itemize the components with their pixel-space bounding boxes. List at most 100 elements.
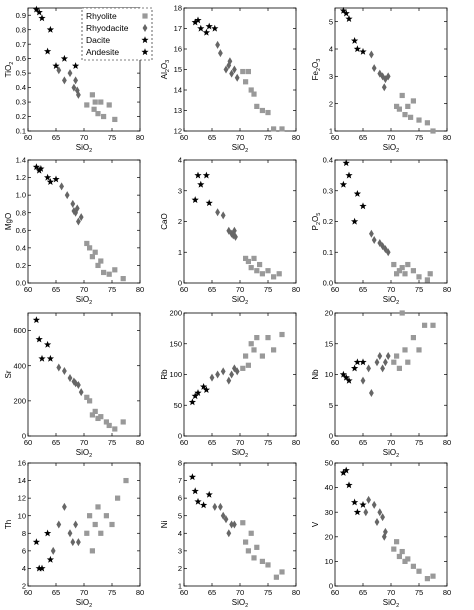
point-rhyolite: [92, 249, 98, 255]
point-dacite-andesite: [345, 481, 353, 489]
point-rhyolite: [399, 310, 405, 316]
point-rhyolite: [248, 530, 254, 536]
point-rhyodacite: [229, 69, 234, 78]
point-rhyolite: [98, 414, 104, 420]
point-rhyolite: [394, 103, 400, 109]
y-tick-label: 1.4: [16, 156, 26, 165]
y-tick-label: 100: [169, 370, 182, 379]
y-tick-label: 0.4: [16, 83, 26, 92]
point-dacite-andesite: [202, 386, 211, 393]
legend-box: [81, 7, 153, 61]
y-tick-label: 0.9: [16, 11, 26, 20]
x-tick-label: 75: [415, 285, 423, 294]
point-dacite-andesite: [339, 370, 348, 378]
point-rhyodacite: [226, 376, 232, 385]
x-axis-label: SiO2: [76, 295, 92, 306]
point-rhyolite: [279, 126, 285, 132]
y-tick-label: 0.2: [16, 261, 26, 270]
y-tick-label: 0.1: [323, 248, 333, 257]
point-dacite-andesite: [199, 501, 208, 509]
y-axis-label: V: [311, 521, 320, 527]
point-rhyolite: [410, 335, 416, 341]
point-dacite-andesite: [345, 376, 353, 384]
point-rhyodacite: [73, 208, 78, 217]
point-rhyolite: [245, 258, 251, 265]
x-tick-label: 60: [180, 588, 188, 597]
x-tick-label: 80: [443, 438, 451, 447]
point-dacite-andesite: [38, 14, 46, 22]
point-dacite-andesite: [359, 202, 367, 210]
point-rhyolite: [92, 408, 98, 414]
point-rhyodacite: [62, 366, 67, 375]
point-rhyolite: [259, 353, 265, 359]
x-axis-label: SiO2: [76, 448, 92, 459]
y-tick-label: 1: [178, 582, 182, 591]
y-tick-label: 0.0: [16, 279, 26, 288]
point-dacite-andesite: [342, 373, 350, 381]
point-rhyodacite: [62, 502, 67, 511]
point-dacite-andesite: [353, 45, 362, 53]
x-tick-label: 70: [387, 285, 395, 294]
plot-frame: [334, 159, 448, 284]
x-tick-label: 65: [359, 588, 367, 597]
point-rhyolite: [424, 576, 430, 582]
point-rhyolite: [257, 261, 263, 268]
x-tick-label: 65: [52, 285, 60, 294]
y-tick-label: 0.1: [16, 127, 26, 136]
panel-rb: 60 65 70 75 80 0 50 100 150 200 SiO2 Rb: [160, 309, 300, 459]
point-rhyodacite: [232, 364, 237, 373]
point-rhyolite: [416, 347, 422, 353]
y-tick-label: 8: [22, 529, 26, 538]
point-dacite-andesite: [46, 354, 55, 362]
point-rhyolite: [248, 87, 254, 93]
x-tick-label: 60: [331, 588, 339, 597]
point-rhyodacite: [218, 49, 223, 58]
y-tick-label: 3: [329, 72, 333, 81]
x-tick-label: 65: [52, 133, 60, 142]
point-rhyodacite: [385, 352, 391, 361]
y-tick-label: 0: [178, 279, 182, 288]
x-tick-label: 80: [292, 133, 300, 142]
x-tick-label: 70: [80, 588, 88, 597]
point-rhyolite: [391, 359, 397, 365]
point-rhyolite: [91, 106, 97, 112]
point-rhyolite: [98, 258, 104, 264]
point-rhyolite: [89, 412, 95, 418]
legend-marker-rhyodacite: [142, 24, 148, 32]
point-dacite-andesite: [345, 171, 353, 179]
point-rhyolite: [254, 544, 260, 550]
point-rhyolite: [98, 530, 104, 536]
point-rhyodacite: [78, 213, 84, 222]
point-rhyolite: [103, 513, 109, 519]
point-rhyolite: [265, 562, 271, 568]
y-tick-label: 4: [178, 156, 182, 165]
point-rhyolite: [95, 415, 101, 422]
y-tick-label: 0.4: [16, 243, 26, 252]
point-rhyolite: [391, 261, 397, 268]
y-tick-label: 0.6: [16, 226, 26, 235]
y-tick-label: 6: [178, 494, 182, 503]
point-rhyodacite: [223, 65, 229, 74]
x-tick-label: 65: [208, 285, 216, 294]
x-axis-label: SiO2: [232, 295, 248, 306]
point-dacite-andesite: [35, 335, 43, 343]
y-tick-label: 3: [178, 186, 182, 195]
x-tick-label: 75: [264, 588, 272, 597]
point-rhyolite: [240, 520, 246, 526]
point-dacite-andesite: [35, 8, 43, 16]
point-dacite-andesite: [350, 217, 359, 225]
point-rhyolite: [245, 68, 251, 75]
point-rhyolite: [84, 240, 90, 247]
point-dacite-andesite: [35, 564, 43, 572]
point-rhyolite: [84, 530, 90, 536]
x-tick-label: 60: [180, 438, 188, 447]
point-rhyolite: [95, 504, 101, 510]
point-rhyolite: [279, 569, 285, 575]
point-dacite-andesite: [188, 398, 197, 406]
point-rhyodacite: [380, 513, 385, 522]
point-dacite-andesite: [202, 28, 211, 36]
point-rhyolite: [89, 548, 95, 554]
y-axis-label: P2O5: [311, 213, 322, 231]
point-rhyodacite: [67, 69, 73, 78]
point-rhyodacite: [380, 364, 385, 373]
